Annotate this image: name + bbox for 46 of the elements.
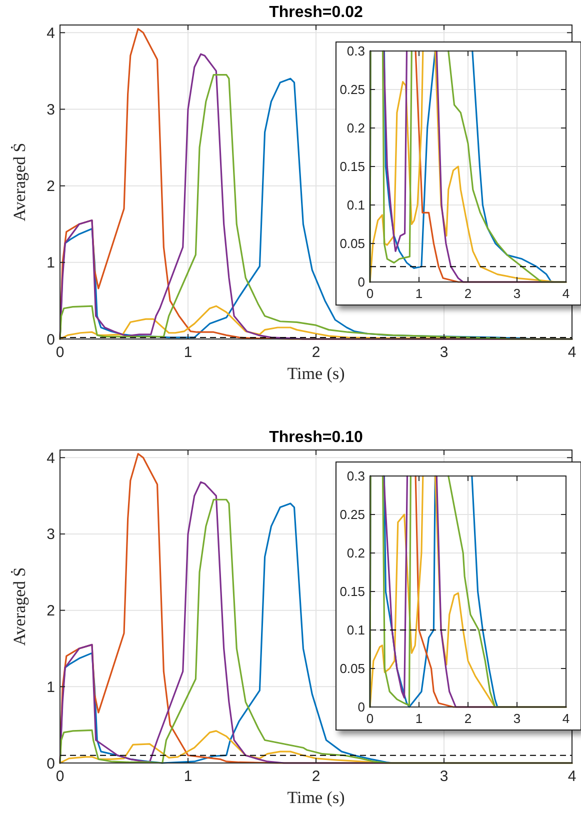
y-tick-label: 0	[46, 331, 55, 348]
y-tick-label: 0	[358, 700, 365, 715]
y-tick-label: 0.25	[340, 507, 365, 522]
y-tick-label: 0.1	[346, 198, 365, 213]
x-tick-label: 1	[184, 344, 192, 361]
y-tick-label: 1	[46, 254, 55, 272]
chart-title: Thresh=0.02	[269, 4, 364, 21]
y-tick-label: 0.2	[346, 546, 365, 561]
y-tick-label: 0.15	[340, 159, 365, 174]
y-tick-label: 1	[46, 678, 55, 696]
y-tick-label: 2	[46, 602, 55, 620]
y-tick-label: 0.3	[346, 44, 365, 59]
chart-title: Thresh=0.10	[269, 429, 364, 446]
x-tick-label: 4	[562, 711, 570, 726]
y-tick-label: 0	[358, 274, 365, 290]
y-tick-label: 0.05	[340, 661, 365, 676]
x-tick-label: 2	[312, 768, 320, 785]
y-tick-label: 0.05	[340, 236, 365, 252]
y-tick-label: 0	[46, 755, 55, 772]
x-tick-label: 1	[184, 768, 192, 785]
y-tick-label: 4	[46, 450, 55, 467]
x-axis-title: Time (s)	[287, 788, 345, 807]
x-tick-label: 4	[568, 344, 576, 361]
y-axis-title: Averaged Ṡ	[10, 142, 29, 222]
x-tick-label: 1	[415, 286, 423, 301]
y-axis-title: Averaged Ṡ	[10, 567, 29, 646]
x-tick-label: 3	[513, 286, 521, 301]
x-tick-label: 2	[464, 286, 472, 301]
y-tick-label: 0.2	[346, 120, 365, 136]
x-axis-title: Time (s)	[287, 364, 345, 383]
y-tick-label: 3	[46, 101, 55, 118]
x-tick-label: 3	[440, 344, 448, 361]
x-tick-label: 1	[415, 711, 423, 726]
x-tick-label: 4	[568, 768, 576, 785]
y-tick-label: 4	[46, 24, 55, 42]
y-tick-label: 3	[46, 526, 55, 544]
x-tick-label: 3	[440, 768, 448, 785]
x-tick-label: 2	[312, 344, 320, 361]
y-tick-label: 0.1	[346, 622, 365, 638]
x-tick-label: 4	[562, 286, 570, 301]
y-tick-label: 0.25	[340, 82, 365, 98]
x-tick-label: 3	[513, 711, 521, 726]
y-tick-label: 0.3	[346, 468, 365, 484]
x-tick-label: 2	[464, 711, 472, 726]
y-tick-label: 2	[46, 178, 55, 196]
y-tick-label: 0.15	[340, 584, 365, 600]
